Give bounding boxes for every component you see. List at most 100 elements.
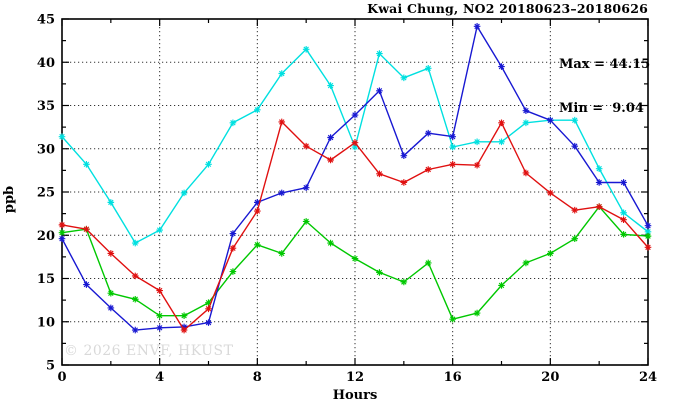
red-line-marker	[180, 326, 188, 334]
green-line-marker	[156, 312, 163, 319]
green-line-marker	[302, 218, 310, 225]
blue-line-marker	[205, 319, 212, 326]
blue-line-marker	[400, 152, 408, 159]
cyan-line-marker	[644, 228, 652, 236]
cyan-line-marker	[376, 50, 383, 57]
cyan-line-marker	[58, 133, 66, 140]
green-line-marker	[498, 282, 505, 289]
cyan-line-marker	[156, 226, 163, 234]
blue-line-marker	[424, 129, 432, 137]
cyan-line-marker	[595, 165, 603, 172]
y-tick-label: 40	[37, 56, 55, 71]
red-line-marker	[302, 142, 310, 150]
y-tick-label: 20	[37, 229, 55, 244]
red-line-marker	[107, 250, 115, 257]
cyan-line-marker	[522, 119, 530, 127]
cyan-line-marker	[83, 161, 90, 168]
blue-line-marker	[547, 116, 554, 124]
cyan-line-marker	[107, 199, 115, 206]
green-line-marker	[254, 241, 261, 249]
green-line-marker	[229, 268, 237, 275]
x-tick-label: 0	[57, 370, 66, 385]
green-line-marker	[571, 235, 579, 243]
green-line-marker	[473, 309, 481, 317]
red-line-marker	[83, 225, 90, 233]
green-line-marker	[644, 232, 652, 240]
red-line-marker	[522, 169, 530, 177]
blue-line-marker	[302, 184, 310, 191]
red-line-marker	[229, 244, 237, 252]
red-line-marker	[595, 203, 603, 211]
blue-line-marker	[278, 189, 286, 197]
blue-line-marker	[254, 199, 261, 206]
blue-line-marker	[644, 222, 652, 230]
green-line-marker	[205, 299, 212, 307]
x-axis-title: Hours	[332, 388, 378, 403]
red-line-marker	[473, 161, 481, 169]
green-line-marker	[400, 278, 408, 286]
blue-line-marker	[449, 133, 456, 140]
green-line-marker	[547, 250, 554, 257]
cyan-line-marker	[254, 106, 261, 114]
chart-title: Kwai Chung, NO2 20180623–20180626	[367, 1, 648, 16]
cyan-line-marker	[351, 143, 359, 151]
stats-max-label: Max = 44.15	[559, 57, 651, 72]
red-line-marker	[571, 206, 579, 214]
red-line-marker	[547, 189, 554, 197]
x-tick-label: 12	[346, 370, 364, 385]
green-line-marker	[449, 315, 456, 323]
cyan-line-marker	[278, 70, 286, 77]
blue-line-marker	[327, 134, 334, 141]
green-line-marker	[327, 239, 334, 247]
cyan-line-marker	[571, 116, 579, 124]
blue-line-marker	[83, 281, 90, 288]
y-tick-label: 15	[37, 272, 55, 287]
y-axis-title: ppb	[2, 185, 18, 214]
red-line-marker	[498, 119, 505, 127]
blue-line-marker	[229, 230, 237, 237]
cyan-line-marker	[327, 82, 334, 89]
y-tick-label: 10	[37, 315, 55, 330]
y-tick-label: 35	[37, 99, 55, 114]
cyan-line-marker	[449, 143, 456, 151]
cyan-line-marker	[180, 189, 188, 197]
stats-box: Max = 44.15 Min = 9.04	[559, 29, 650, 145]
red-line-marker	[327, 156, 334, 164]
x-tick-label: 4	[155, 370, 164, 385]
red-line-marker	[131, 272, 139, 280]
y-tick-label: 25	[37, 186, 55, 201]
red-line-marker	[620, 216, 627, 223]
red-line-marker	[254, 207, 261, 215]
green-line-marker	[424, 259, 432, 267]
blue-line-marker	[620, 179, 627, 186]
y-tick-label: 30	[37, 142, 55, 157]
cyan-line-marker	[424, 65, 432, 72]
red-line-marker	[424, 166, 432, 173]
green-line-marker	[107, 289, 115, 297]
red-line-marker	[156, 287, 163, 294]
red-line-marker	[400, 179, 408, 186]
green-line-marker	[376, 269, 383, 276]
green-line-marker	[131, 295, 139, 303]
stats-min-label: Min = 9.04	[559, 100, 644, 116]
blue-line-marker	[131, 326, 139, 334]
cyan-line-marker	[498, 138, 505, 146]
x-tick-label: 20	[541, 370, 559, 385]
red-line-marker	[205, 305, 212, 313]
green-line-marker	[620, 231, 627, 238]
blue-line-marker	[522, 107, 530, 114]
cyan-line-marker	[131, 239, 139, 247]
red-line-marker	[351, 139, 359, 146]
blue-line-marker	[376, 87, 383, 95]
green-line-marker	[522, 259, 530, 267]
y-tick-label: 5	[46, 359, 55, 374]
red-line-marker	[449, 161, 456, 168]
cyan-line-marker	[473, 138, 481, 146]
red-line	[61, 121, 649, 331]
blue-line-marker	[351, 111, 359, 119]
blue-line-marker	[595, 179, 603, 186]
red-line-marker	[376, 170, 383, 178]
blue-line-marker	[571, 142, 579, 150]
cyan-line-marker	[620, 209, 627, 217]
